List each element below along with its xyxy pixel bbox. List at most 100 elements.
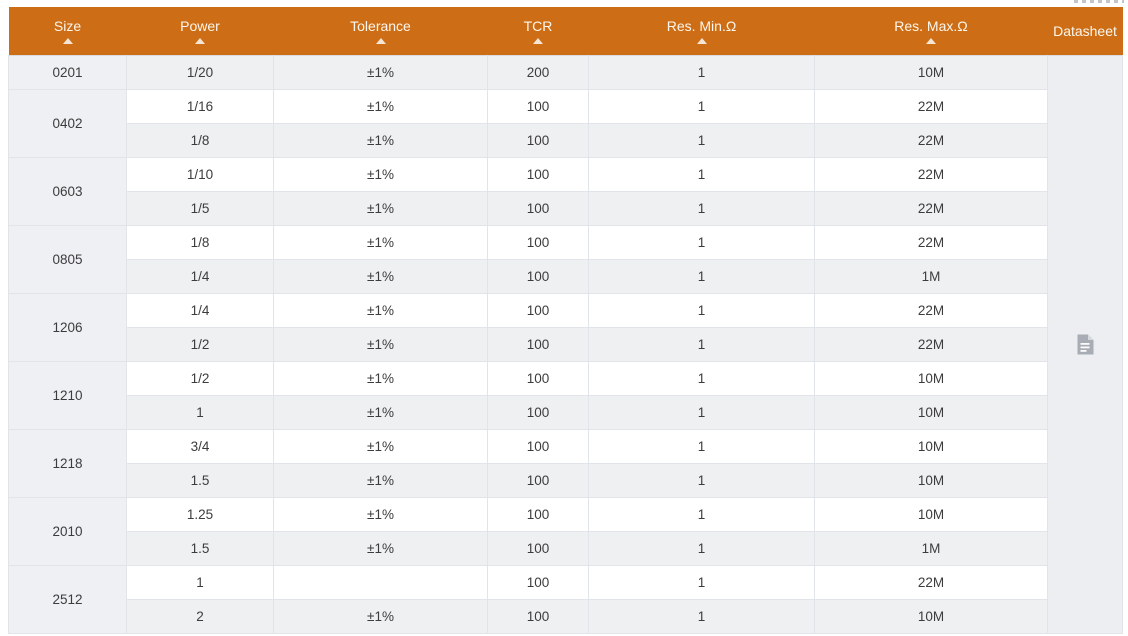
sort-asc-icon[interactable] xyxy=(375,37,386,44)
res-min-cell: 1 xyxy=(588,565,815,600)
tcr-cell: 100 xyxy=(487,599,589,634)
column-label-res-min: Res. Min.Ω xyxy=(666,17,737,34)
tolerance-cell: ±1% xyxy=(273,361,488,396)
sort-asc-icon[interactable] xyxy=(195,37,205,44)
column-header-res-max[interactable]: Res. Max.Ω xyxy=(814,7,1048,56)
table-row: 1.5 ±1% 100 1 1M xyxy=(9,531,1123,566)
table-row: 0201 1/20 ±1% 200 1 10M xyxy=(8,55,1123,634)
tolerance-cell: ±1% xyxy=(273,55,488,90)
power-cell: 1.5 xyxy=(126,463,274,498)
res-min-cell: 1 xyxy=(588,89,815,124)
table-header-row: Size Power Tolerance TCR Res. Min.Ω Res. Max.… xyxy=(8,7,1123,56)
res-min-cell: 1 xyxy=(588,531,815,566)
res-max-cell: 22M xyxy=(814,191,1048,226)
res-max-cell: 10M xyxy=(814,429,1048,464)
size-cell: 2512 xyxy=(8,565,127,634)
column-header-tolerance[interactable]: Tolerance xyxy=(273,7,488,56)
column-header-tcr[interactable]: TCR xyxy=(487,7,589,56)
table-row: 0805 1/8 ±1% 100 1 22M xyxy=(8,225,1123,294)
res-min-cell: 1 xyxy=(588,259,815,294)
table-row: 1206 1/4 ±1% 100 1 22M xyxy=(8,293,1123,362)
table-row: 2010 1.25 ±1% 100 1 10M xyxy=(8,497,1123,566)
tcr-cell: 100 xyxy=(487,497,589,532)
tcr-cell: 100 xyxy=(487,89,589,124)
column-header-datasheet: Datasheet xyxy=(1047,7,1123,56)
table-row: 1/2 ±1% 100 1 22M xyxy=(9,327,1123,362)
power-cell: 1/4 xyxy=(126,293,274,328)
tolerance-cell: ±1% xyxy=(273,259,488,294)
tcr-cell: 200 xyxy=(487,55,589,90)
tcr-cell: 100 xyxy=(487,157,589,192)
table-row: 0402 1/16 ±1% 100 1 22M xyxy=(8,89,1123,158)
tolerance-cell: ±1% xyxy=(273,531,488,566)
size-cell: 0603 xyxy=(8,157,127,226)
res-min-cell: 1 xyxy=(588,123,815,158)
column-header-size[interactable]: Size xyxy=(8,7,127,56)
res-min-cell: 1 xyxy=(588,55,815,90)
datasheet-file-icon[interactable] xyxy=(1077,334,1094,355)
tcr-cell: 100 xyxy=(487,327,589,362)
res-max-cell: 10M xyxy=(814,395,1048,430)
column-label-tolerance: Tolerance xyxy=(350,17,411,34)
table-row: 1/4 ±1% 100 1 1M xyxy=(9,259,1123,294)
power-cell: 1 xyxy=(126,395,274,430)
column-label-res-max: Res. Max.Ω xyxy=(894,17,968,34)
res-max-cell: 22M xyxy=(814,293,1048,328)
column-header-res-min[interactable]: Res. Min.Ω xyxy=(588,7,815,56)
power-cell: 1.25 xyxy=(126,497,274,532)
size-cell: 1210 xyxy=(8,361,127,430)
res-min-cell: 1 xyxy=(588,327,815,362)
res-min-cell: 1 xyxy=(588,463,815,498)
tolerance-cell xyxy=(273,565,488,600)
res-max-cell: 10M xyxy=(814,361,1048,396)
tcr-cell: 100 xyxy=(487,293,589,328)
power-cell: 1/10 xyxy=(126,157,274,192)
res-max-cell: 10M xyxy=(814,497,1048,532)
table-row: 1/5 ±1% 100 1 22M xyxy=(9,191,1123,226)
column-header-power[interactable]: Power xyxy=(126,7,274,56)
tcr-cell: 100 xyxy=(487,123,589,158)
tolerance-cell: ±1% xyxy=(273,429,488,464)
tcr-cell: 100 xyxy=(487,361,589,396)
res-max-cell: 10M xyxy=(814,55,1048,90)
column-label-size: Size xyxy=(53,17,82,34)
datasheet-cell xyxy=(1047,55,1123,634)
power-cell: 1 xyxy=(126,565,274,600)
tcr-cell: 100 xyxy=(487,531,589,566)
size-cell: 0805 xyxy=(8,225,127,294)
res-max-cell: 22M xyxy=(814,327,1048,362)
sort-asc-icon[interactable] xyxy=(696,37,707,44)
size-cell: 2010 xyxy=(8,497,127,566)
res-max-cell: 22M xyxy=(814,89,1048,124)
tcr-cell: 100 xyxy=(487,429,589,464)
spec-table: Size Power Tolerance TCR Res. Min.Ω Res. Max.… xyxy=(8,7,1123,634)
res-min-cell: 1 xyxy=(588,497,815,532)
power-cell: 1/16 xyxy=(126,89,274,124)
sort-asc-icon[interactable] xyxy=(533,37,543,44)
sort-asc-icon[interactable] xyxy=(926,37,936,44)
tcr-cell: 100 xyxy=(487,225,589,260)
tolerance-cell: ±1% xyxy=(273,463,488,498)
power-cell: 1.5 xyxy=(126,531,274,566)
table-row: 2 ±1% 100 1 10M xyxy=(9,599,1123,634)
res-max-cell: 1M xyxy=(814,259,1048,294)
sort-asc-icon[interactable] xyxy=(62,37,73,44)
res-min-cell: 1 xyxy=(588,293,815,328)
tolerance-cell: ±1% xyxy=(273,225,488,260)
table-row: 0603 1/10 ±1% 100 1 22M xyxy=(8,157,1123,226)
tcr-cell: 100 xyxy=(487,259,589,294)
res-min-cell: 1 xyxy=(588,157,815,192)
table-row: 1 ±1% 100 1 10M xyxy=(9,395,1123,430)
power-cell: 1/5 xyxy=(126,191,274,226)
res-min-cell: 1 xyxy=(588,225,815,260)
tcr-cell: 100 xyxy=(487,565,589,600)
power-cell: 3/4 xyxy=(126,429,274,464)
res-min-cell: 1 xyxy=(588,191,815,226)
cropped-content-above-table xyxy=(1074,0,1124,3)
res-max-cell: 22M xyxy=(814,565,1048,600)
tolerance-cell: ±1% xyxy=(273,293,488,328)
power-cell: 1/4 xyxy=(126,259,274,294)
size-cell: 0201 xyxy=(8,55,127,90)
size-cell: 1218 xyxy=(8,429,127,498)
column-label-tcr: TCR xyxy=(523,17,553,34)
